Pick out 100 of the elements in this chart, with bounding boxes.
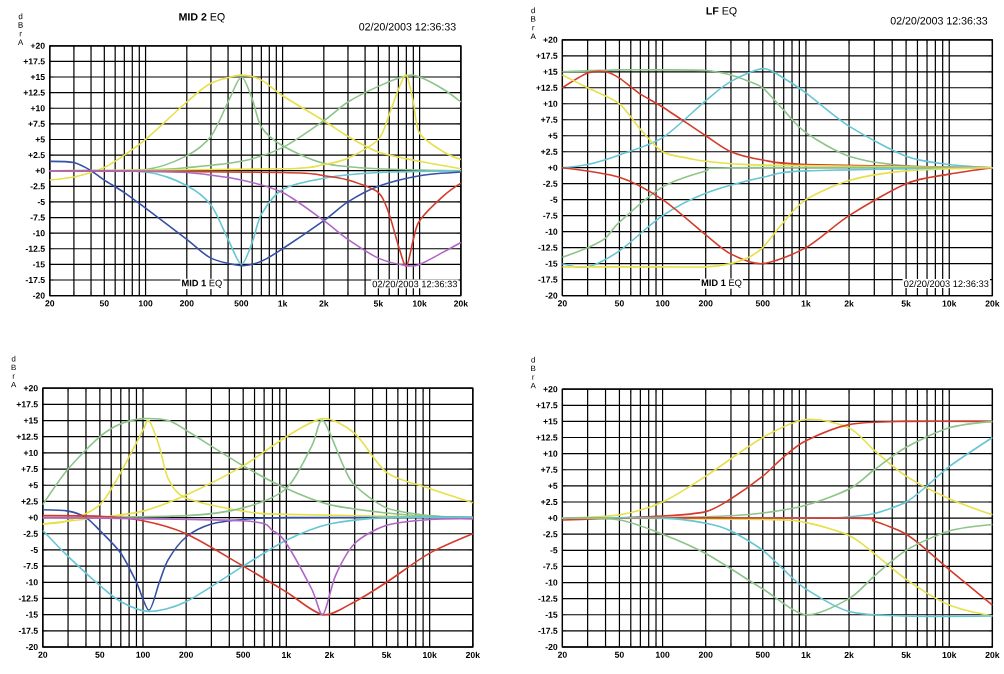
y-tick-label: +20	[30, 42, 45, 49]
x-tick-label: 20k	[465, 651, 481, 659]
x-tick-label: 10k	[423, 651, 437, 659]
y-tick-label: -17.5	[18, 627, 38, 634]
annotation: 02/20/2003 12:36:33	[904, 280, 989, 288]
y-tick-label: +10	[23, 449, 38, 457]
annotation: MID 1 EQ	[701, 279, 742, 288]
x-tick-label: 10k	[942, 651, 957, 659]
x-tick-label: 500	[755, 300, 770, 307]
x-tick-label: 2k	[319, 300, 329, 307]
x-tick-label: 50	[614, 651, 624, 658]
y-tick-label: -10	[25, 579, 38, 586]
y-tick-label: -5	[37, 199, 45, 206]
y-tick-label: +0	[548, 164, 558, 171]
y-tick-label: +17.5	[536, 52, 558, 59]
y-tick-label: -2.5	[30, 183, 45, 190]
y-tick-label: +10	[543, 450, 558, 457]
y-tick-label: +12.5	[536, 84, 558, 91]
x-tick-label: 200	[179, 300, 194, 307]
x-tick-label: 100	[136, 651, 150, 658]
y-tick-label: -12.5	[538, 244, 558, 251]
y-tick-label: +12.5	[23, 89, 45, 96]
y-tick-label: +15	[30, 74, 45, 81]
y-tick-label: -20	[32, 292, 45, 299]
x-tick-label: 1k	[801, 651, 811, 658]
y-tick-label: -7.5	[543, 563, 558, 570]
x-tick-label: 2k	[844, 651, 854, 658]
y-tick-label: +2.5	[541, 148, 558, 155]
x-tick-label: 20	[557, 651, 567, 658]
y-tick-label: +2.5	[28, 152, 45, 159]
y-tick-label: +15	[543, 68, 558, 75]
y-tick-label: -17.5	[538, 627, 558, 634]
y-tick-label: -17.5	[538, 276, 558, 283]
text: 02/20/2003 12:36:33	[890, 16, 988, 25]
y-tick-label: -10	[545, 228, 558, 235]
x-tick-label: 1k	[282, 651, 292, 658]
x-tick-label: 10k	[942, 300, 957, 307]
x-tick-label: 200	[698, 300, 713, 307]
y-tick-label: +12.5	[536, 434, 558, 441]
y-tick-label: -12.5	[18, 595, 38, 602]
x-tick-label: 50	[614, 300, 624, 307]
y-tick-label: +20	[23, 385, 38, 392]
x-tick-label: 1k	[801, 300, 811, 307]
y-tick-label: -15	[32, 261, 45, 268]
y-tick-label: -2.5	[23, 530, 38, 537]
y-tick-label: -20	[545, 644, 558, 651]
y-tick-label: +10	[30, 105, 45, 112]
y-tick-label: +7.5	[541, 116, 558, 123]
y-tick-label: -10	[32, 230, 45, 237]
y-tick-label: +7.5	[21, 466, 38, 473]
y-tick-label: +5	[35, 136, 45, 143]
y-tick-label: +17.5	[23, 58, 45, 65]
y-tick-label: +20	[543, 36, 558, 43]
y-tick-label: +5	[548, 132, 558, 139]
y-tick-label: -17.5	[25, 277, 45, 284]
x-tick-label: 5k	[381, 651, 392, 659]
chart-title: LF EQ	[706, 7, 737, 17]
y-tick-label: +7.5	[28, 120, 45, 127]
y-tick-label: -20	[25, 644, 38, 651]
x-tick-label: 100	[138, 300, 153, 307]
x-tick-label: 20k	[985, 300, 1000, 307]
x-tick-label: 1k	[278, 300, 288, 307]
y-tick-label: -5	[550, 547, 558, 554]
x-tick-label: 50	[99, 300, 109, 307]
y-tick-label: -5	[30, 547, 38, 554]
y-tick-label: +0	[548, 515, 558, 522]
y-tick-label: +5	[548, 482, 558, 489]
text: 02/20/2003 12:36:33	[359, 22, 456, 31]
x-tick-label: 200	[179, 651, 193, 658]
y-tick-label: +15	[23, 417, 38, 424]
x-tick-label: 2k	[324, 651, 335, 658]
y-tick-label: -12.5	[25, 245, 45, 252]
y-tick-label: -7.5	[30, 214, 45, 221]
y-tick-label: +5	[28, 482, 38, 489]
y-tick-label: +20	[543, 386, 558, 393]
y-tick-label: +0	[35, 167, 45, 174]
y-tick-label: -10	[545, 579, 558, 586]
annotation: 02/20/2003 12:36:33	[372, 280, 458, 288]
x-tick-label: 500	[755, 651, 770, 658]
x-tick-label: 20	[38, 651, 48, 658]
y-tick-label: -5	[550, 196, 558, 203]
x-tick-label: 500	[234, 300, 249, 307]
y-tick-label: +0	[28, 514, 38, 521]
y-tick-label: -7.5	[543, 212, 558, 219]
x-tick-label: 2k	[844, 300, 854, 307]
x-tick-label: 50	[95, 651, 105, 658]
y-tick-label: +7.5	[541, 466, 558, 473]
x-tick-label: 20k	[985, 651, 1000, 659]
y-tick-label: -15	[25, 611, 38, 618]
x-tick-label: 200	[698, 651, 713, 658]
x-tick-label: 20k	[453, 300, 469, 307]
x-tick-label: 5k	[901, 300, 911, 307]
y-tick-label: -2.5	[543, 180, 558, 187]
x-tick-label: 10k	[412, 300, 427, 307]
y-tick-label: -15	[545, 260, 558, 267]
x-tick-label: 100	[655, 651, 670, 658]
x-tick-label: 100	[655, 300, 670, 307]
x-tick-label: 5k	[373, 300, 384, 307]
y-tick-label: +2.5	[541, 499, 558, 506]
annotation: MID 1 EQ	[182, 279, 222, 289]
